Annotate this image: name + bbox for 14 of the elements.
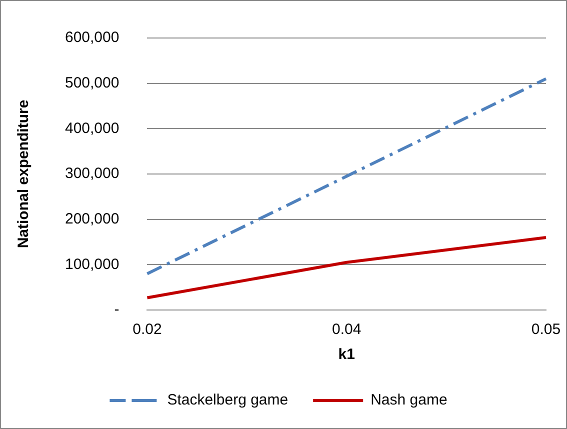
x-tick-label: 0.05 [531, 321, 561, 338]
y-tick-label: 400,000 [64, 120, 120, 137]
x-tick-label: 0.02 [132, 321, 162, 338]
y-tick-label: 100,000 [64, 256, 120, 273]
y-tick-label: 300,000 [64, 165, 120, 182]
y-tick-label: 600,000 [64, 29, 120, 46]
legend-label: Nash game [370, 392, 448, 409]
legend-label: Stackelberg game [167, 392, 288, 409]
x-axis-title: k1 [338, 346, 355, 364]
y-tick-label: 200,000 [64, 210, 120, 228]
x-tick-label: 0.04 [332, 321, 362, 338]
y-tick-label: 500,000 [64, 74, 120, 92]
y-axis-title: National expenditure [15, 100, 32, 248]
y-tick-label: - [114, 301, 120, 318]
